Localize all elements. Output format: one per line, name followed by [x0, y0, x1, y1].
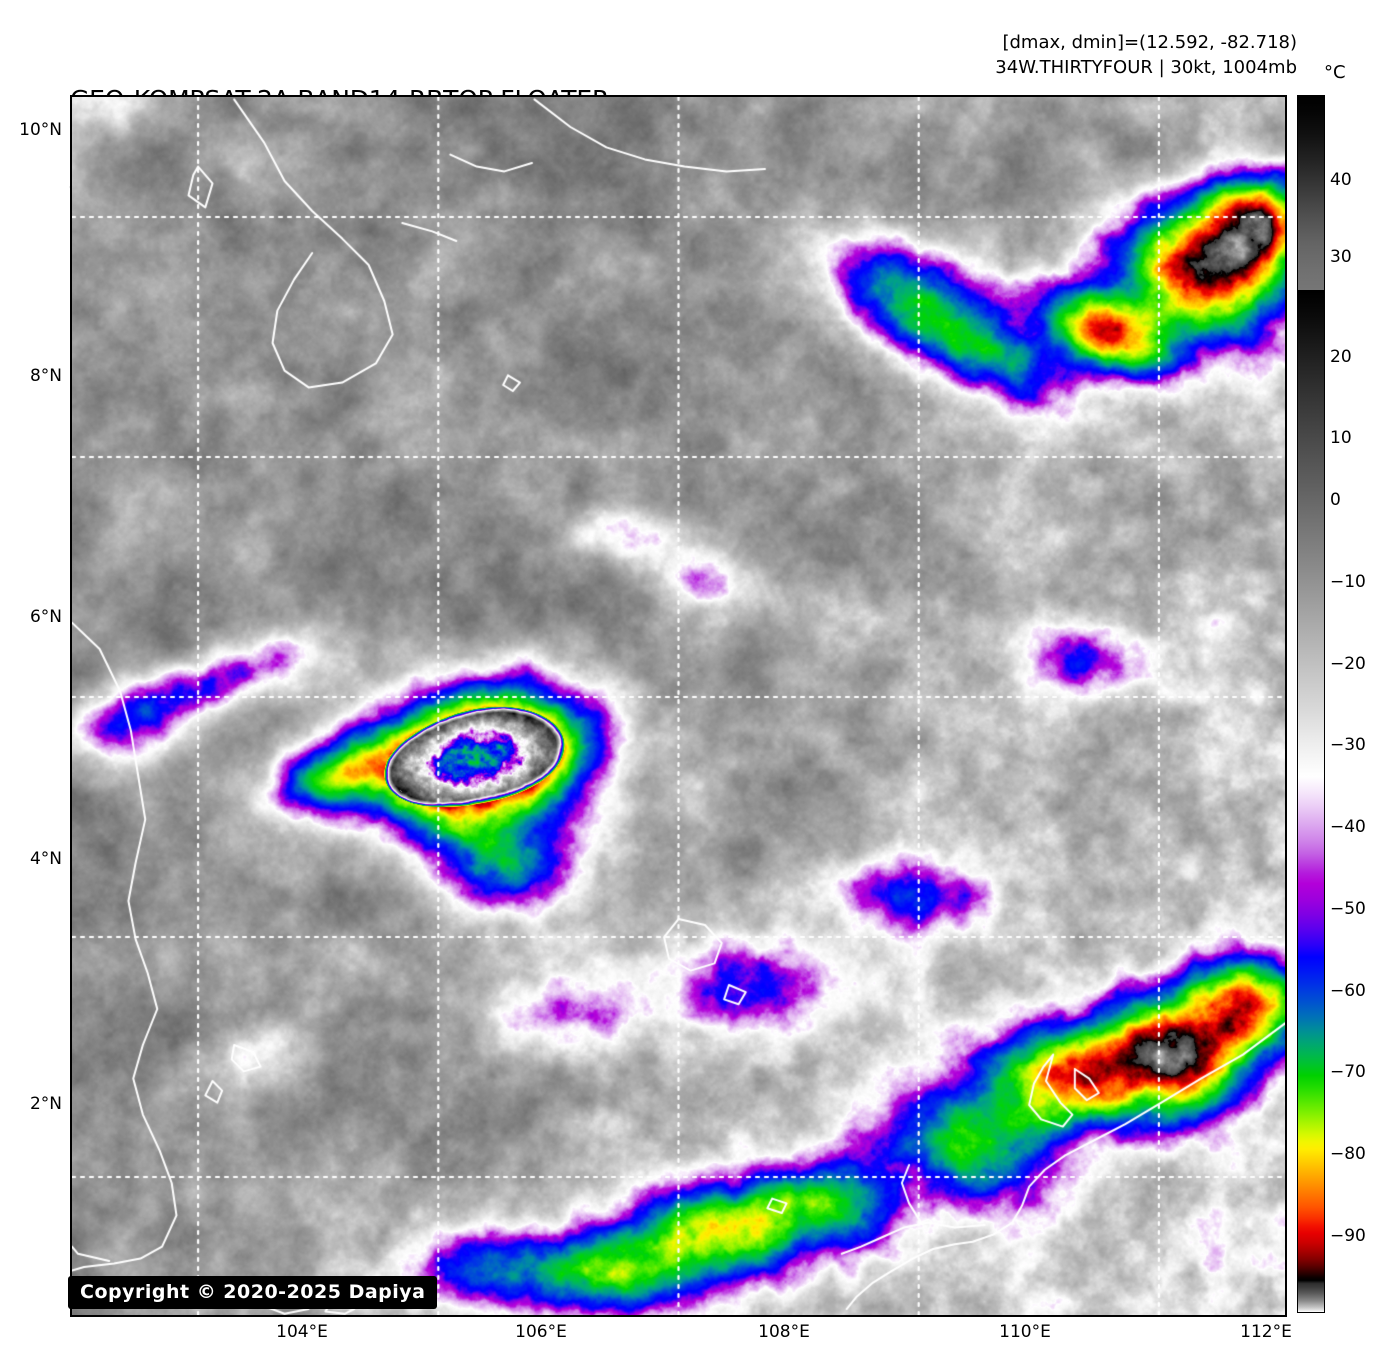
colorbar-tick-label: −80: [1330, 1144, 1366, 1164]
lat-tick-label: 10°N: [19, 120, 62, 140]
colorbar-tick-label: −10: [1330, 572, 1366, 592]
colorbar-tick-label: −20: [1330, 654, 1366, 674]
satellite-heatmap-canvas[interactable]: [72, 97, 1285, 1315]
colorbar-tick-label: −90: [1330, 1226, 1366, 1246]
metadata-block: [dmax, dmin]=(12.592, -82.718) 34W.THIRT…: [877, 30, 1297, 80]
colorbar-tick-label: 20: [1330, 347, 1352, 367]
lat-tick-label: 4°N: [29, 849, 62, 869]
colorbar-upper-segment: [1297, 95, 1325, 291]
colorbar-tick-label: −40: [1330, 817, 1366, 837]
lon-tick-label: 106°E: [515, 1322, 567, 1342]
lat-tick-label: 8°N: [29, 366, 62, 386]
lon-tick-label: 108°E: [758, 1322, 810, 1342]
dmax-dmin-text: [dmax, dmin]=(12.592, -82.718): [1002, 32, 1297, 53]
colorbar-tick-label: 10: [1330, 428, 1352, 448]
colorbar-tick-label: −70: [1330, 1062, 1366, 1082]
storm-info-text: 34W.THIRTYFOUR | 30kt, 1004mb: [995, 57, 1297, 78]
copyright-watermark: Copyright © 2020-2025 Dapiya: [68, 1276, 438, 1309]
lat-tick-label: 6°N: [29, 607, 62, 627]
satellite-image-plot[interactable]: [70, 95, 1287, 1317]
colorbar-lower-segment: [1297, 291, 1325, 1313]
colorbar-tick-label: 40: [1330, 170, 1352, 190]
colorbar-tick-label: −30: [1330, 735, 1366, 755]
colorbar[interactable]: [1297, 95, 1325, 1313]
colorbar-tick-label: 30: [1330, 247, 1352, 267]
lon-tick-label: 110°E: [999, 1322, 1051, 1342]
colorbar-tick-label: −60: [1330, 981, 1366, 1001]
colorbar-tick-label: −50: [1330, 899, 1366, 919]
colorbar-unit-label: °C: [1324, 62, 1346, 83]
lon-tick-label: 104°E: [276, 1322, 328, 1342]
colorbar-tick-label: 0: [1330, 490, 1341, 510]
lat-tick-label: 2°N: [29, 1094, 62, 1114]
lon-tick-label: 112°E: [1240, 1322, 1292, 1342]
